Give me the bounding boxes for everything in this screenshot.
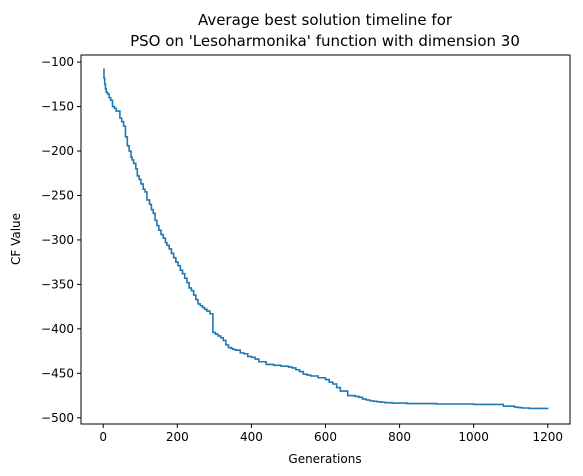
x-axis-ticks: 0 200 400 600 800 1000 1200 bbox=[99, 424, 563, 444]
y-tick-label: −100 bbox=[41, 55, 74, 69]
plot-frame bbox=[80, 54, 571, 425]
y-tick-label: −500 bbox=[41, 411, 74, 425]
x-axis-label: Generations bbox=[288, 452, 361, 466]
series-layer bbox=[103, 68, 549, 410]
x-tick-label: 800 bbox=[388, 430, 411, 444]
x-tick-label: 200 bbox=[166, 430, 189, 444]
y-tick-label: −250 bbox=[41, 188, 74, 202]
x-tick-label: 1000 bbox=[458, 430, 489, 444]
y-tick-label: −300 bbox=[41, 233, 74, 247]
x-tick-label: 1200 bbox=[532, 430, 563, 444]
y-axis-label: CF Value bbox=[9, 213, 23, 265]
y-tick-label: −200 bbox=[41, 144, 74, 158]
y-tick-label: −150 bbox=[41, 100, 74, 114]
y-tick-label: −450 bbox=[41, 366, 74, 380]
x-tick-label: 0 bbox=[99, 430, 107, 444]
y-tick-label: −350 bbox=[41, 277, 74, 291]
chart-title-line-2: PSO on 'Lesoharmonika' function with dim… bbox=[130, 32, 520, 50]
y-tick-label: −400 bbox=[41, 322, 74, 336]
x-tick-label: 600 bbox=[314, 430, 337, 444]
chart-title-line-1: Average best solution timeline for bbox=[198, 11, 453, 29]
y-axis-ticks: −100 −150 −200 −250 −300 −350 −400 −450 −500 bbox=[41, 55, 81, 425]
x-tick-label: 400 bbox=[240, 430, 263, 444]
series-line bbox=[103, 68, 549, 410]
